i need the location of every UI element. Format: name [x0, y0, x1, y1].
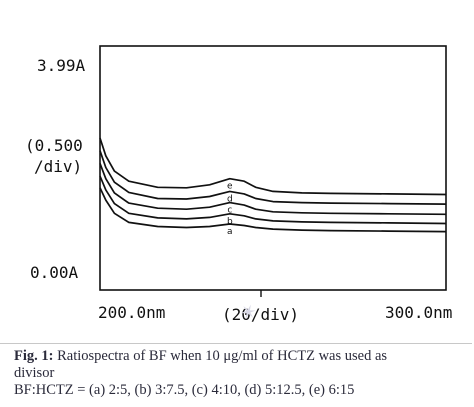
caption-line-1: Fig. 1: Ratiospectra of BF when 10 μg/ml… — [14, 348, 470, 365]
caption-line-2: divisor — [14, 365, 55, 381]
series-line-b — [99, 175, 447, 225]
x-right-label: 300.0nm — [385, 303, 452, 322]
y-scale-label-line2: /div) — [34, 157, 82, 176]
series-line-d — [99, 150, 447, 205]
series-line-c — [99, 163, 447, 216]
plot-frame — [99, 45, 447, 291]
caption-fig-number: Fig. 1: — [14, 348, 54, 364]
y-bottom-label: 0.00A — [30, 263, 79, 282]
x-left-label: 200.0nm — [98, 303, 165, 322]
series-line-a — [99, 187, 447, 233]
series-label-c: c — [227, 206, 232, 216]
series-label-e: e — [227, 182, 233, 192]
series-line-e — [99, 137, 447, 196]
series-label-d: d — [227, 194, 233, 204]
plot-frame-group — [99, 45, 447, 297]
y-scale-label-line1: (0.500 — [25, 136, 83, 155]
series-label-b: b — [227, 217, 233, 227]
figure-caption: Fig. 1: Ratiospectra of BF when 10 μg/ml… — [14, 348, 470, 399]
caption-title: Ratiospectra of BF when 10 μg/ml of HCTZ… — [57, 348, 388, 364]
x-scale-label: (20/div) — [222, 305, 299, 324]
series-group — [99, 137, 447, 233]
series-label-a: a — [227, 227, 233, 237]
caption-line-3: BF:HCTZ = (a) 2:5, (b) 3:7.5, (c) 4:10, … — [14, 382, 355, 398]
y-top-label: 3.99A — [37, 56, 86, 75]
